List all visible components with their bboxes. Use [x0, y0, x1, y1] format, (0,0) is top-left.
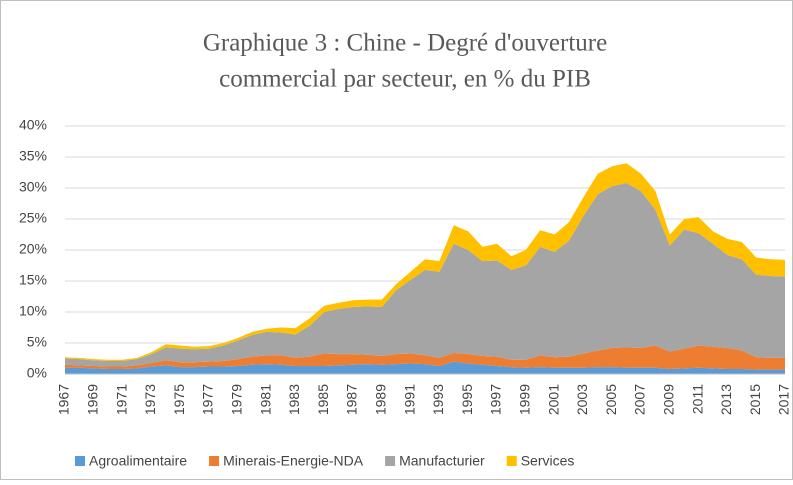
x-tick-label: 1981: [257, 384, 273, 415]
chart-title: Graphique 3 : Chine - Degré d'ouverture: [203, 30, 607, 57]
legend-label: Manufacturier: [399, 453, 485, 469]
area: [65, 345, 785, 370]
x-tick-label: 2007: [632, 384, 648, 415]
x-tick-label: 1993: [430, 384, 446, 415]
y-tick-label: 25%: [19, 210, 47, 226]
y-tick-label: 5%: [27, 334, 47, 350]
x-tick-label: 1983: [286, 384, 302, 415]
x-tick-label: 2003: [574, 384, 590, 415]
x-tick-label: 1987: [344, 384, 360, 415]
y-tick-label: 0%: [27, 365, 47, 381]
area: [65, 163, 785, 361]
y-tick-label: 10%: [19, 303, 47, 319]
x-tick-label: 1975: [171, 384, 187, 415]
y-tick-label: 30%: [19, 179, 47, 195]
x-tick-label: 1973: [142, 384, 158, 415]
legend-swatch: [75, 456, 85, 466]
legend-swatch: [385, 456, 396, 466]
x-tick-label: 1991: [401, 384, 417, 415]
x-tick-label: 1997: [488, 384, 504, 415]
y-tick-label: 20%: [19, 241, 47, 257]
x-tick-label: 1971: [113, 384, 129, 415]
x-tick-label: 1977: [200, 384, 216, 415]
y-tick-label: 15%: [19, 272, 47, 288]
legend-swatch: [209, 456, 220, 466]
x-tick-label: 1969: [85, 384, 101, 415]
x-tick-label: 2009: [661, 384, 677, 415]
legend-label: Services: [521, 453, 575, 469]
x-tick-label: 1999: [517, 384, 533, 415]
area: [65, 183, 785, 367]
x-tick-label: 2013: [718, 384, 734, 415]
area: [65, 361, 785, 374]
chart-title: commercial par secteur, en % du PIB: [219, 66, 591, 93]
x-tick-label: 1967: [56, 384, 72, 415]
x-tick-label: 2005: [603, 384, 619, 415]
x-tick-label: 1985: [315, 384, 331, 415]
x-tick-label: 1979: [229, 384, 245, 415]
y-tick-label: 40%: [19, 117, 47, 133]
x-tick-label: 2001: [545, 384, 561, 415]
x-tick-label: 2017: [776, 384, 792, 415]
x-tick-label: 2011: [689, 384, 705, 414]
legend-swatch: [506, 456, 517, 466]
x-tick-label: 2015: [747, 384, 763, 415]
legend-label: Minerais-Energie-NDA: [223, 453, 364, 469]
x-tick-label: 1989: [373, 384, 389, 415]
legend-label: Agroalimentaire: [89, 453, 187, 469]
y-tick-label: 35%: [19, 148, 47, 164]
x-tick-label: 1995: [459, 384, 475, 415]
